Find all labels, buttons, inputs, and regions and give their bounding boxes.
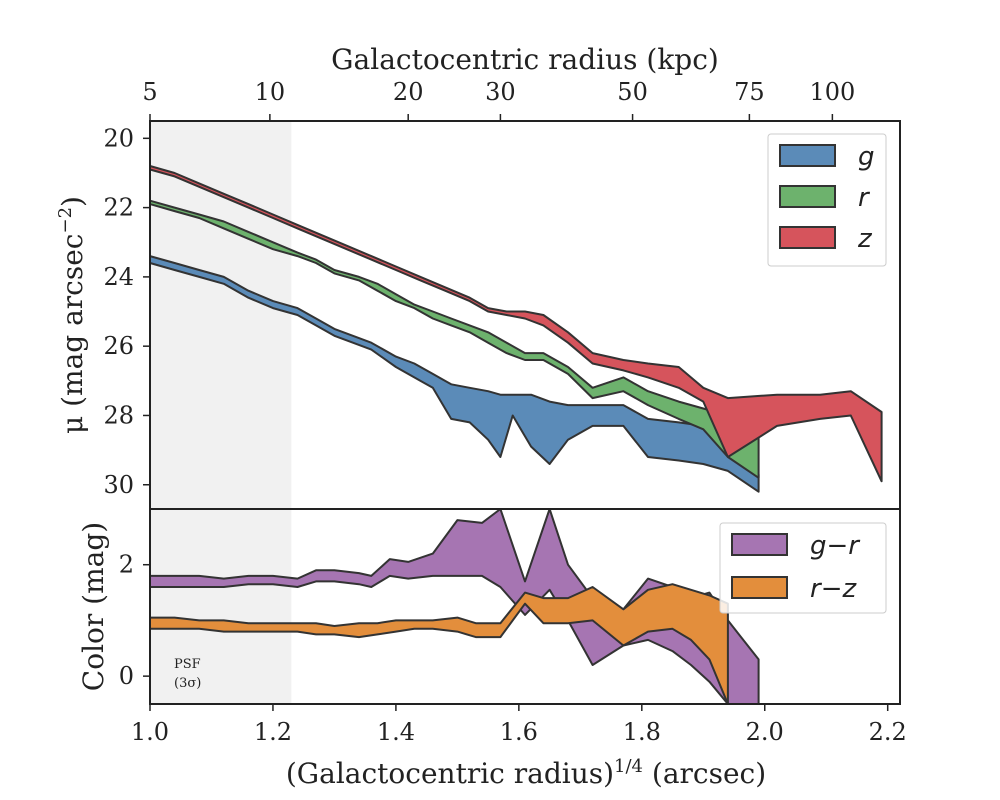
- color-legend: g−r r−z: [719, 522, 887, 614]
- psf-note-label: PSF: [174, 657, 201, 672]
- top-axis-label: Galactocentric radius (kpc): [331, 43, 719, 76]
- kpc-tick-label: 5: [142, 78, 157, 106]
- kpc-tick-label: 20: [393, 78, 424, 106]
- bottom-panel-y-ticks: 20: [119, 551, 150, 690]
- legend-r-z-swatch: [731, 576, 788, 599]
- y-tick-label: 26: [103, 332, 134, 360]
- legend-g-r-label: g−r: [810, 531, 861, 561]
- x-label-main: (Galactocentric radius): [286, 757, 614, 790]
- legend-g-label: g: [858, 142, 875, 172]
- kpc-tick-label: 100: [809, 78, 855, 106]
- band-legend: grz: [767, 133, 887, 267]
- x-tick-label: 1.8: [623, 718, 661, 746]
- surface-brightness-panel: 20 22 24 26 28 30 5 10 20 30 50 75 100 Galactocentr…: [55, 43, 901, 510]
- y-label-exponent: −2: [55, 207, 76, 234]
- y-tick-label: 22: [103, 194, 134, 222]
- band-g-area: [149, 255, 760, 493]
- surface-brightness-series: [149, 165, 883, 493]
- color-tick-label: 0: [119, 662, 134, 690]
- y-label-close: ): [56, 196, 89, 207]
- band-r-area: [149, 199, 760, 479]
- x-tick-label: 2.2: [869, 718, 907, 746]
- bottom-panel-y-axis-label: Color (mag): [77, 522, 110, 691]
- x-axis-label: (Galactocentric radius)1/4 (arcsec): [286, 756, 766, 790]
- legend-r-label: r: [858, 183, 871, 213]
- legend-g-swatch: [779, 144, 836, 167]
- legend-z-label: z: [857, 224, 873, 254]
- y-tick-label: 20: [103, 124, 134, 152]
- x-tick-label: 1.4: [377, 718, 415, 746]
- kpc-tick-label: 75: [734, 78, 765, 106]
- y-tick-label: 24: [103, 263, 134, 291]
- bottom-panel-frame: [149, 508, 901, 705]
- legend-z-swatch: [779, 226, 836, 249]
- x-tick-label: 2.0: [746, 718, 784, 746]
- color-panel: 20 1.0 1.2 1.4 1.6 1.8 2.0 2.2 Color (mag) (Ga…: [77, 508, 907, 790]
- legend-r-z-label: r−z: [810, 574, 857, 604]
- legend-r-swatch: [779, 185, 836, 208]
- psf-shaded-region: [150, 121, 292, 509]
- x-label-exponent: 1/4: [614, 756, 643, 777]
- x-tick-label: 1.6: [500, 718, 538, 746]
- y-tick-label: 28: [103, 401, 134, 429]
- x-tick-label: 1.2: [254, 718, 292, 746]
- top-axis-kpc-ticks: 5 10 20 30 50 75 100: [142, 78, 855, 121]
- legend-g-r-swatch: [731, 533, 788, 556]
- kpc-tick-label: 30: [485, 78, 516, 106]
- band-z-area: [149, 165, 883, 483]
- top-panel-y-axis-label: μ (mag arcsec−2): [55, 196, 89, 434]
- psf-note-sigma: (3σ): [174, 676, 201, 691]
- x-tick-label: 1.0: [131, 718, 169, 746]
- kpc-tick-label: 50: [617, 78, 648, 106]
- x-label-units: (arcsec): [643, 757, 766, 790]
- color-tick-label: 2: [119, 551, 134, 579]
- kpc-tick-label: 10: [255, 78, 286, 106]
- y-tick-label: 30: [103, 471, 134, 499]
- y-label-main: μ (mag arcsec: [56, 234, 89, 434]
- top-panel-y-ticks: 20 22 24 26 28 30: [103, 124, 150, 499]
- bottom-axis-ticks: 1.0 1.2 1.4 1.6 1.8 2.0 2.2: [131, 704, 907, 746]
- psf-shaded-region: [150, 509, 292, 704]
